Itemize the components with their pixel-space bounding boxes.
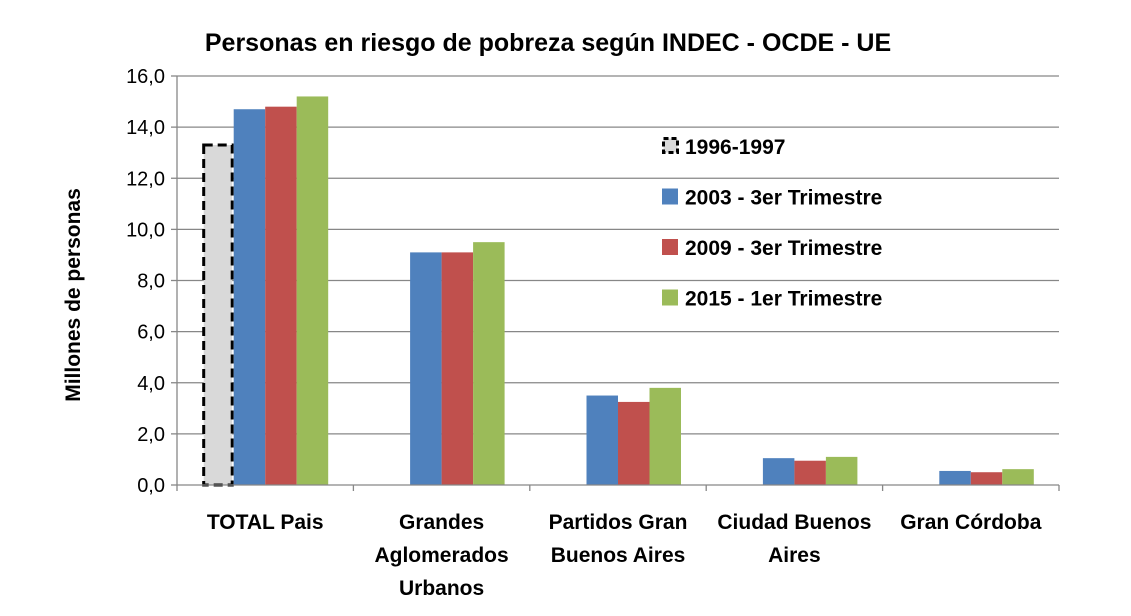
bar [1002, 469, 1034, 485]
y-tick-label: 0,0 [137, 475, 165, 497]
axes [176, 76, 1059, 486]
bars [202, 96, 1034, 487]
legend-swatch [662, 188, 678, 205]
legend: 1996-1997 2003 - 3er Trimestre 2009 - 3er … [662, 136, 882, 311]
bar [473, 242, 505, 485]
bar [939, 470, 971, 485]
bar [762, 458, 795, 485]
bar [825, 456, 858, 485]
y-tick-label: 14,0 [126, 117, 165, 139]
legend-swatch [662, 289, 678, 306]
legend-label: 1996-1997 [685, 136, 785, 159]
x-tick-label: Partidos Gran [549, 511, 688, 534]
legend-label: 2009 - 3er Trimestre [685, 237, 882, 260]
bar [233, 109, 266, 485]
y-axis-ticks: 0,0 2,0 4,0 6,0 8,0 10,0 12,0 14,0 16,0 [126, 66, 177, 497]
bar [202, 143, 234, 487]
x-tick-label: Ciudad Buenos [717, 511, 871, 534]
bar [618, 401, 650, 485]
x-axis-ticks: TOTAL Pais Grandes Aglomerados Urbanos Parti… [176, 485, 1060, 600]
bar [296, 96, 329, 485]
bar [441, 252, 474, 485]
y-axis-label: Millones de personas [62, 188, 85, 402]
legend-swatch [662, 239, 678, 255]
y-tick-label: 4,0 [137, 373, 165, 395]
bar [970, 472, 1003, 485]
legend-swatch [662, 137, 679, 154]
bar [410, 252, 442, 485]
x-tick-label: Buenos Aires [551, 544, 686, 567]
x-tick-label: Aglomerados [374, 544, 508, 567]
x-tick-label: Aires [768, 544, 821, 567]
y-tick-label: 16,0 [126, 66, 165, 88]
y-tick-label: 8,0 [137, 271, 165, 293]
y-tick-label: 12,0 [126, 168, 165, 190]
x-tick-label: Urbanos [399, 577, 484, 600]
y-tick-label: 2,0 [137, 424, 165, 446]
legend-label: 2003 - 3er Trimestre [685, 187, 882, 210]
x-tick-label: Grandes [399, 511, 484, 534]
x-tick-label: TOTAL Pais [207, 511, 324, 534]
bar [649, 387, 681, 485]
y-tick-label: 10,0 [126, 219, 165, 241]
y-tick-label: 6,0 [137, 322, 165, 344]
x-tick-label: Gran Córdoba [900, 511, 1041, 534]
legend-label: 2015 - 1er Trimestre [685, 288, 882, 311]
bar [794, 460, 826, 485]
chart-title: Personas en riesgo de pobreza según INDE… [205, 29, 891, 57]
bar [265, 106, 297, 486]
bar [586, 395, 618, 485]
